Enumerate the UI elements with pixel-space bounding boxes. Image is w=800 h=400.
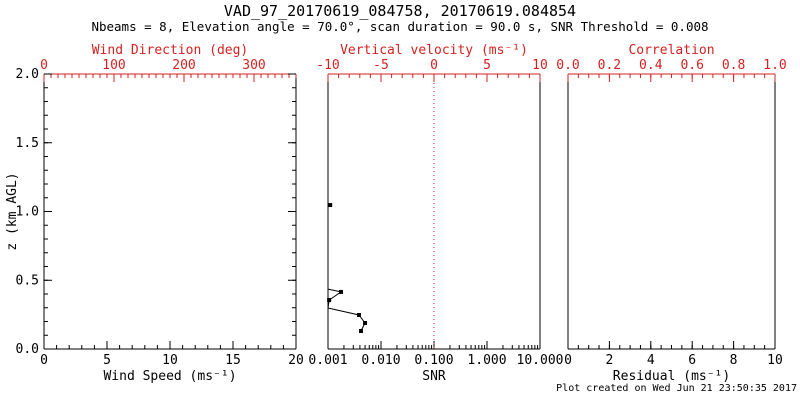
x-bottom-tick-label: 0.001: [308, 353, 347, 368]
x-top-tick-label: 0.4: [639, 58, 663, 73]
x-top-axis-title: Correlation: [628, 43, 714, 58]
plot-created-timestamp: Plot created on Wed Jun 21 23:50:35 2017: [556, 383, 797, 394]
x-top-tick-label: 1.0: [763, 58, 786, 73]
x-top-tick-label: -10: [316, 58, 339, 73]
x-top-tick-label: 300: [242, 58, 265, 73]
x-bottom-tick-label: 20: [288, 353, 304, 368]
x-top-tick-label: 0: [40, 58, 48, 73]
x-top-tick-label: 5: [483, 58, 491, 73]
x-top-tick-label: 0.0: [556, 58, 579, 73]
x-bottom-tick-label: 8: [730, 353, 738, 368]
x-bottom-tick-label: 10: [767, 353, 783, 368]
x-bottom-tick-label: 5: [103, 353, 111, 368]
x-bottom-tick-label: 2: [605, 353, 613, 368]
data-point-marker: [358, 328, 363, 333]
x-top-tick-label: 0.6: [680, 58, 703, 73]
x-bottom-tick-label: 6: [688, 353, 696, 368]
plot-subtitle: Nbeams = 8, Elevation angle = 70.0°, sca…: [91, 19, 709, 34]
x-bottom-axis-title: SNR: [422, 369, 446, 384]
x-top-axis-title: Vertical velocity (ms⁻¹): [340, 43, 528, 58]
x-bottom-tick-label: 10: [162, 353, 178, 368]
y-axis-tick-label: 2.0: [16, 67, 39, 82]
x-bottom-axis-title: Residual (ms⁻¹): [613, 369, 730, 384]
x-top-tick-label: 200: [172, 58, 195, 73]
series-snr-detached-point: [328, 203, 333, 208]
x-top-tick-label: 0.2: [598, 58, 621, 73]
x-top-tick-label: 0: [430, 58, 438, 73]
data-point-marker: [327, 298, 332, 303]
x-bottom-tick-label: 4: [647, 353, 655, 368]
data-point-marker: [339, 289, 344, 294]
series-snr-profile: [327, 288, 368, 333]
panel-residual: 0 2 4 6 8 10 Residual (ms⁻¹) 0.0 0.2 0.4 0.6 0.8 1.0…: [556, 43, 786, 384]
plot-title: VAD_97_20170619_084758, 20170619.084854: [223, 2, 577, 20]
x-bottom-tick-label: 0: [40, 353, 48, 368]
x-top-tick-label: 10: [532, 58, 548, 73]
x-top-axis-title: Wind Direction (deg): [92, 43, 249, 58]
panel-snr: 0.001 0.010 0.100 1.000 10.000 SNR -10 -5 0 5 10 Ve…: [308, 43, 563, 384]
data-point-marker: [328, 203, 333, 208]
x-bottom-tick-label: 0.100: [414, 353, 453, 368]
x-bottom-tick-label: 1.000: [467, 353, 506, 368]
x-bottom-tick-label: 0: [564, 353, 572, 368]
x-top-tick-label: 100: [102, 58, 125, 73]
x-top-tick-label: 0.8: [722, 58, 745, 73]
x-bottom-tick-label: 15: [225, 353, 241, 368]
y-axis-tick-label: 1.0: [16, 205, 39, 220]
series-line: [327, 288, 366, 332]
y-axis-tick-label: 0.5: [16, 273, 39, 288]
data-point-marker: [356, 313, 361, 318]
y-axis-tick-label: 1.5: [16, 136, 39, 151]
y-axis-tick-label: 0.0: [16, 342, 39, 357]
x-bottom-tick-label: 0.010: [361, 353, 400, 368]
x-top-tick-label: -5: [373, 58, 389, 73]
panel-wind: 0 5 10 15 20 Wind Speed (ms⁻¹) 0 100 200 300Wind …: [5, 43, 304, 384]
x-bottom-axis-title: Wind Speed (ms⁻¹): [103, 369, 236, 384]
data-point-marker: [363, 321, 368, 326]
y-axis-title: z (km AGL): [5, 172, 20, 250]
x-bottom-tick-label: 10.000: [517, 353, 564, 368]
